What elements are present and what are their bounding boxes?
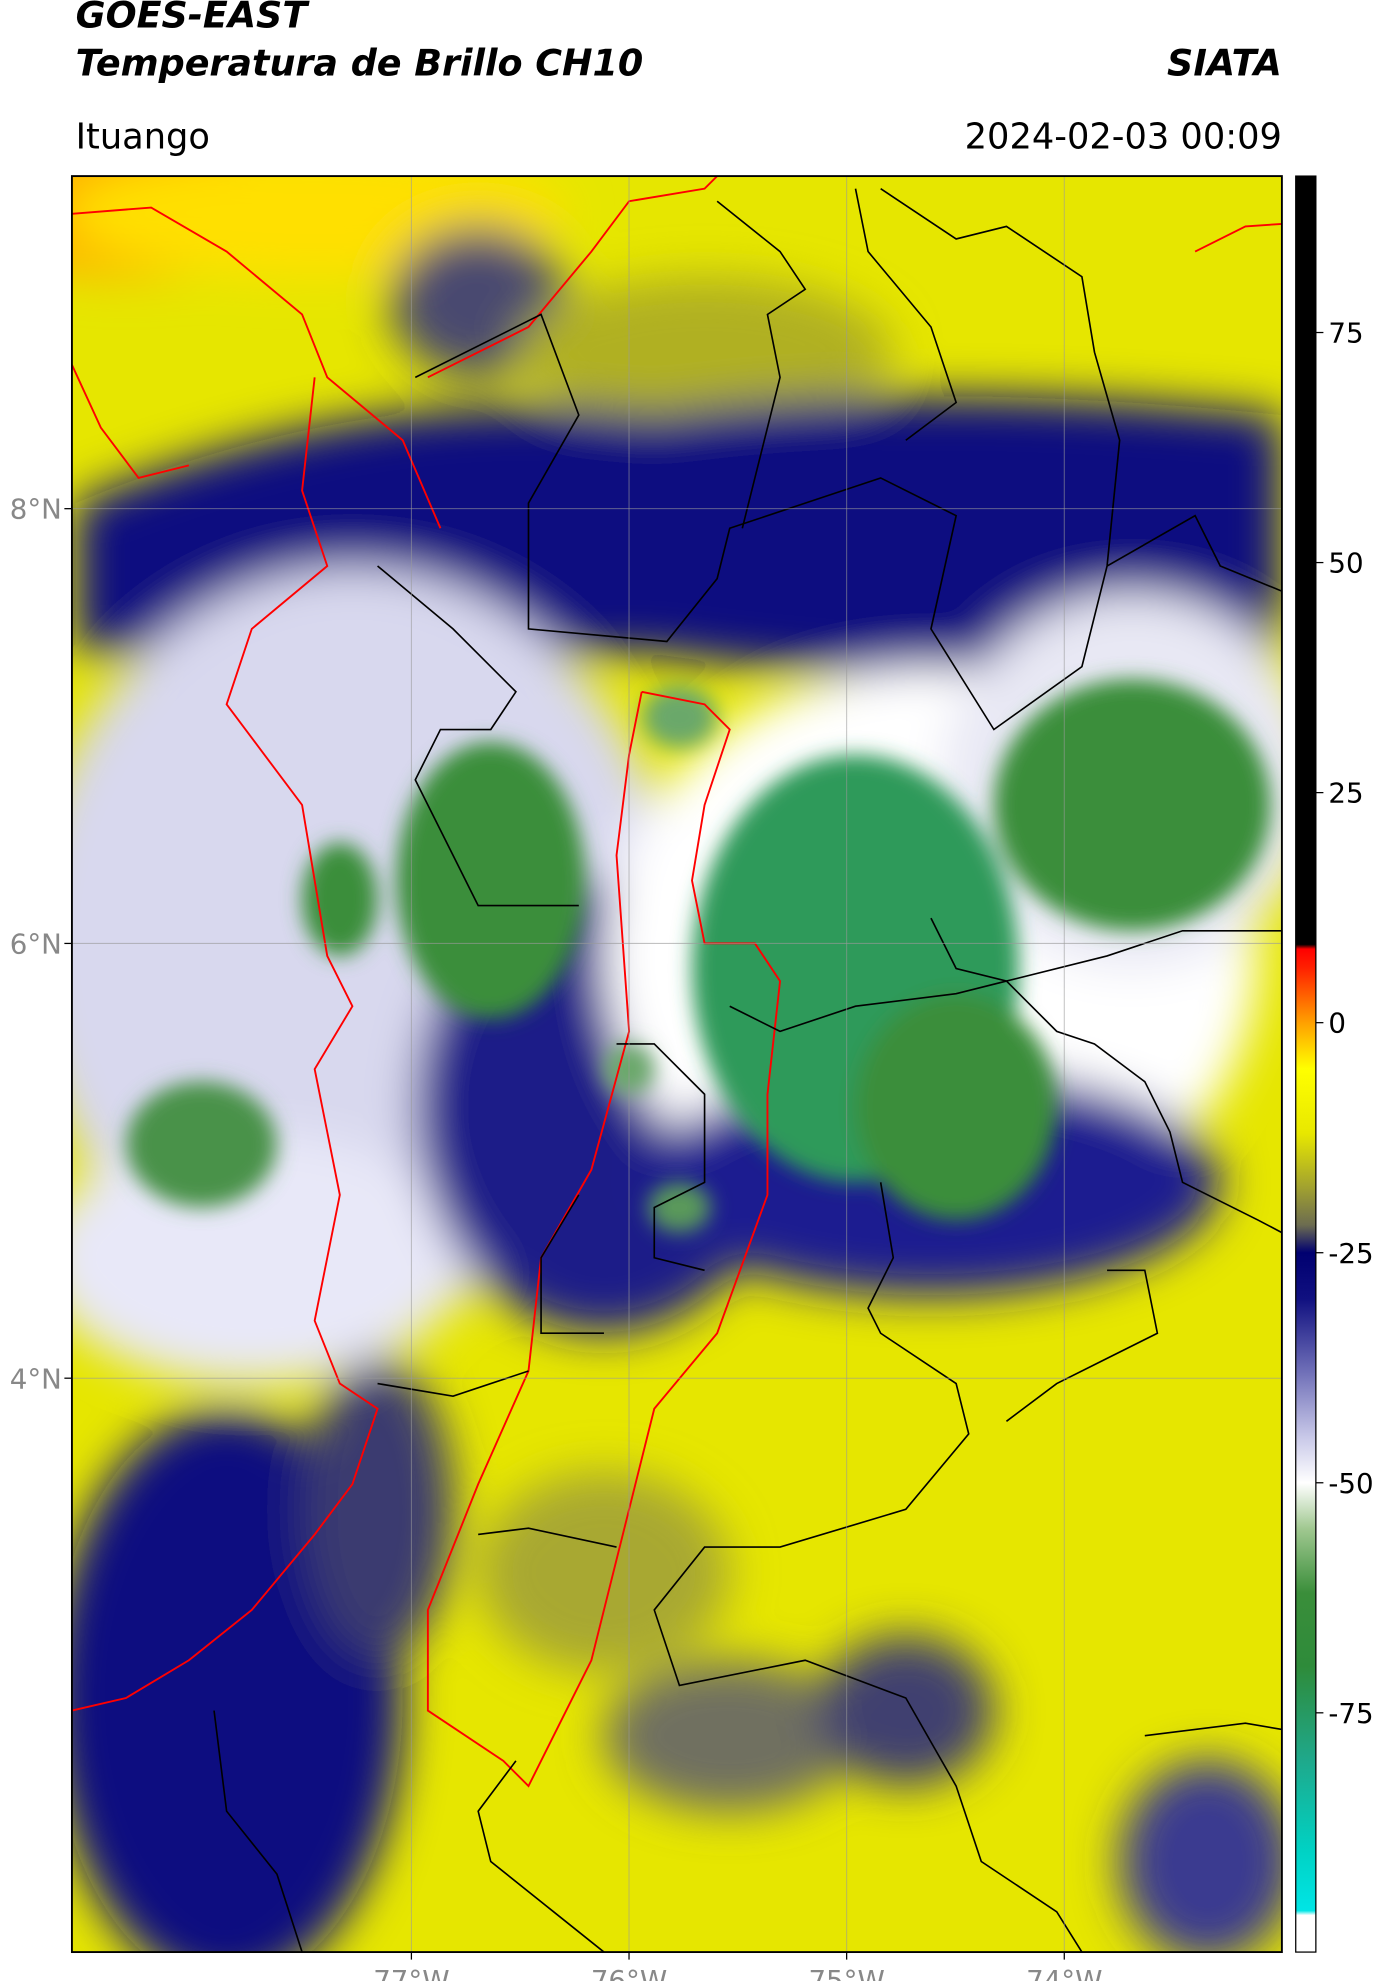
x-tick-label: 76°W	[591, 1964, 667, 1981]
datetime: 2024-02-03 00:09	[965, 116, 1282, 157]
x-tick-label: 74°W	[1026, 1964, 1102, 1981]
colorbar-label: -25	[1328, 1237, 1373, 1270]
x-tick-label: 75°W	[808, 1964, 884, 1981]
satellite-image	[71, 176, 1282, 1953]
colorbar-label: 75	[1328, 317, 1363, 350]
colorbar-label: 50	[1328, 547, 1363, 580]
colorbar-label: -50	[1328, 1467, 1373, 1500]
location: Ituango	[76, 116, 210, 157]
y-tick-label: 4°N	[10, 1362, 62, 1395]
y-tick-label: 6°N	[10, 927, 62, 960]
colorbar-label: 25	[1328, 777, 1363, 810]
x-tick-label: 77°W	[373, 1964, 449, 1981]
subtitle: Temperatura de Brillo CH10	[76, 41, 644, 84]
y-tick-label: 8°N	[10, 493, 62, 526]
map-frame	[70, 175, 1283, 1954]
title: GOES-EAST	[76, 0, 311, 37]
colorbar-label: -75	[1328, 1697, 1373, 1730]
colorbar	[1295, 175, 1317, 1953]
source: SIATA	[1167, 41, 1282, 84]
colorbar-label: 0	[1328, 1007, 1346, 1040]
